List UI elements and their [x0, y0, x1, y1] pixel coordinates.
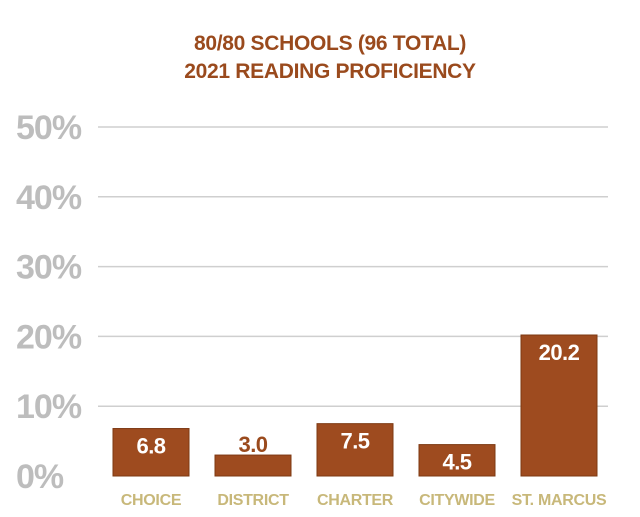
bar-value-label: 6.8 — [136, 434, 165, 459]
bar-value-label: 4.5 — [442, 450, 471, 475]
bar — [214, 454, 292, 477]
y-axis-tick-labels: 0% 10% 20% 30% 40% 50% — [16, 109, 83, 496]
bar-value-labels: 6.8 3.0 7.5 4.5 20.2 — [136, 340, 580, 475]
y-tick-label: 0% — [16, 458, 64, 496]
category-label: ST. MARCUS — [512, 492, 607, 509]
bar-value-label: 3.0 — [238, 432, 267, 457]
y-tick-label: 40% — [16, 179, 82, 217]
chart-title-line-2: 2021 READING PROFICIENCY — [184, 60, 476, 83]
bar-value-label: 7.5 — [340, 429, 369, 454]
bar-value-label: 20.2 — [539, 340, 580, 365]
y-tick-label: 20% — [16, 318, 82, 356]
bar — [112, 428, 190, 477]
category-label: CITYWIDE — [419, 492, 495, 509]
bar — [316, 423, 394, 477]
category-label: DISTRICT — [217, 492, 289, 509]
category-label: CHOICE — [121, 492, 182, 509]
chart-title-line-1: 80/80 SCHOOLS (96 TOTAL) — [194, 32, 466, 55]
bar — [520, 334, 598, 477]
y-tick-label: 10% — [16, 388, 82, 426]
y-tick-label: 30% — [16, 249, 82, 287]
bars — [112, 334, 598, 477]
category-labels: CHOICE DISTRICT CHARTER CITYWIDE ST. MARCUS — [121, 492, 608, 509]
y-tick-label: 50% — [16, 109, 82, 147]
bar — [418, 444, 496, 477]
category-label: CHARTER — [317, 492, 394, 509]
